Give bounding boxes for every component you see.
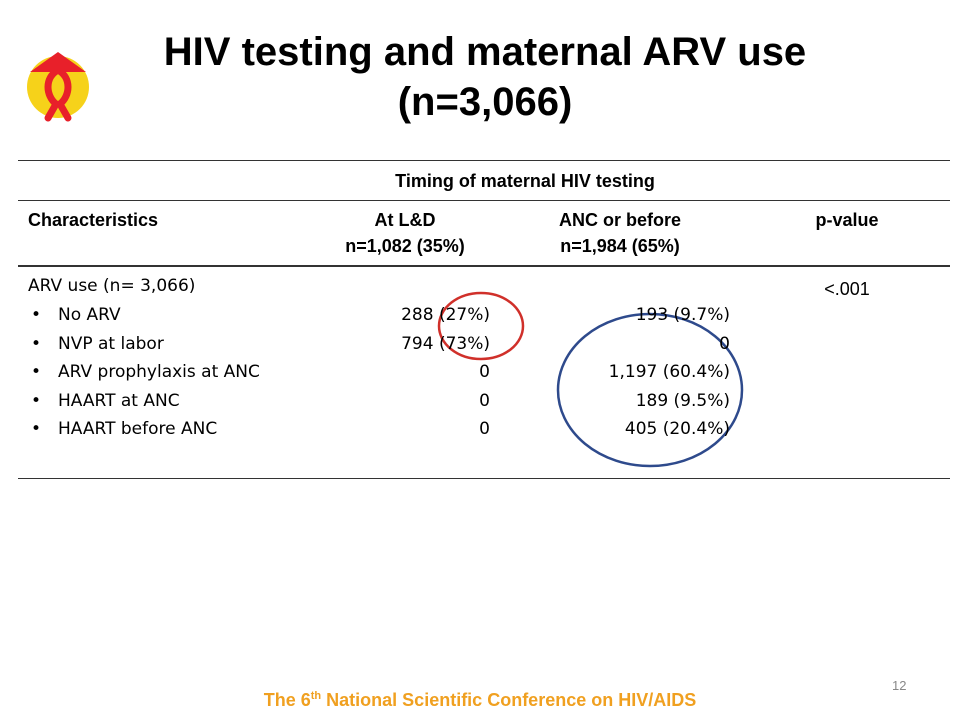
column-header: n=1,082 (35%) [345, 236, 465, 256]
cell-anc: 193 (9.7%) [635, 305, 730, 325]
rule [18, 200, 950, 201]
rule [18, 265, 950, 267]
rule [18, 160, 950, 161]
bullet: • [31, 362, 42, 383]
cell-anc: 0 [719, 333, 730, 354]
cell-ld: 0 [479, 419, 490, 440]
group-header: Timing of maternal HIV testing [395, 171, 655, 191]
page-number: 12 [892, 678, 907, 693]
bullet: • [31, 305, 42, 325]
column-header: p-value [815, 210, 879, 230]
column-header: Characteristics [28, 210, 159, 230]
highlight-ellipse [437, 291, 525, 361]
p-value: <.001 [824, 279, 870, 299]
bullet: • [31, 419, 42, 440]
row-label: HAART at ANC [58, 390, 180, 411]
highlight-ellipse [556, 312, 744, 468]
column-header: n=1,984 (65%) [560, 236, 680, 256]
footer-text: National Scientific Conference on HIV/AI… [321, 690, 697, 710]
footer: The 6th National Scientific Conference o… [264, 690, 696, 711]
cell-anc: 1,197 (60.4%) [608, 362, 730, 383]
column-header: ANC or before [558, 210, 682, 230]
bullet: • [31, 333, 42, 354]
row-label: NVP at labor [58, 333, 164, 354]
footer-text: The 6 [263, 690, 311, 710]
cell-anc: 405 (20.4%) [624, 419, 730, 440]
title-line: HIV testing and maternal ARV use [163, 30, 807, 74]
cell-ld: 0 [479, 362, 490, 383]
footer-sup: th [310, 690, 322, 702]
row-label: No ARV [58, 305, 121, 325]
cell-ld: 288 (27%) [401, 305, 490, 325]
column-header: At L&D [374, 210, 436, 230]
cell-anc: 189 (9.5%) [635, 390, 730, 411]
bullet: • [31, 390, 42, 411]
row-label: HAART before ANC [58, 419, 218, 440]
logo [27, 52, 89, 122]
title-line: (n=3,066) [397, 80, 573, 124]
section-label: ARV use (n= 3,066) [28, 276, 196, 296]
cell-ld: 0 [479, 390, 490, 411]
rule [18, 478, 950, 479]
row-label: ARV prophylaxis at ANC [58, 362, 260, 383]
cell-ld: 794 (73%) [401, 333, 490, 354]
